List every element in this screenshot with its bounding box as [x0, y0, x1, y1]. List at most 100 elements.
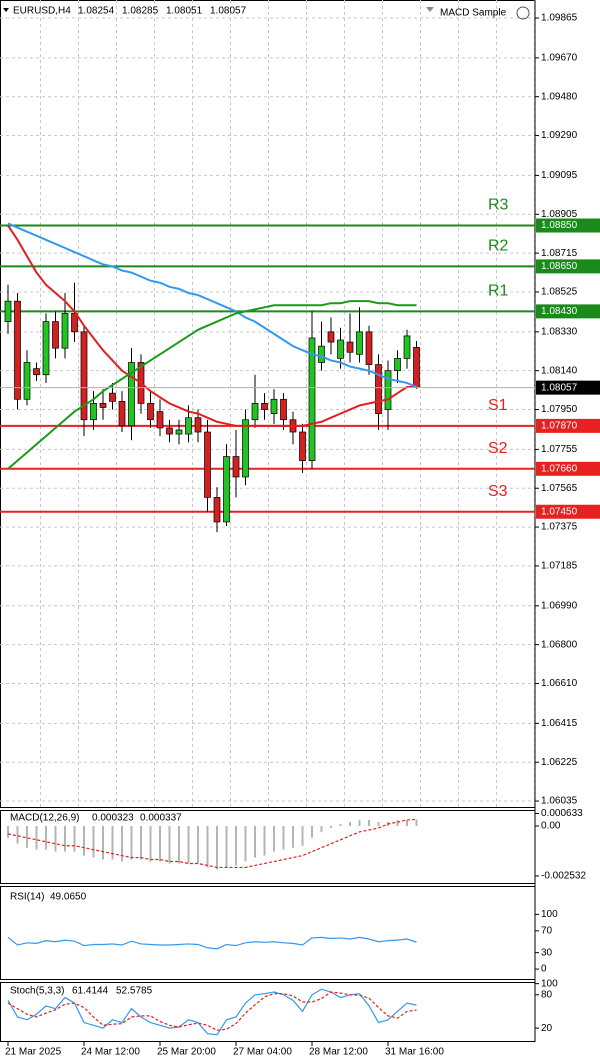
histogram-bar [368, 820, 370, 826]
level-name: S3 [488, 483, 508, 500]
candle-body [52, 321, 59, 349]
y-tick-label: 30 [541, 947, 553, 958]
y-tick-label: 1.06415 [541, 718, 578, 729]
y-tick-label: 80 [541, 989, 553, 1000]
y-tick-label: 1.06610 [541, 678, 578, 689]
histogram-bar [349, 822, 351, 826]
histogram-bar [235, 825, 237, 866]
candle-body [166, 427, 173, 435]
y-tick-label: 1.08715 [541, 248, 578, 259]
y-tick-label: 1.07375 [541, 522, 578, 533]
histogram-bar [168, 825, 171, 864]
histogram-bar [16, 825, 19, 844]
histogram-bar [292, 825, 294, 848]
histogram-bar [273, 825, 275, 852]
histogram-bar [111, 825, 114, 860]
histogram-bar [415, 819, 418, 826]
y-tick-label: 20 [541, 1023, 553, 1034]
candle-body [346, 341, 354, 353]
menu-arrow[interactable] [3, 8, 9, 12]
y-tick-label: 1.08525 [541, 287, 578, 298]
level-tag [536, 418, 600, 433]
histogram-bar [263, 825, 266, 856]
macd-value: 0.000323 [92, 813, 134, 824]
histogram-bar [216, 825, 218, 870]
candle-body [90, 403, 97, 421]
histogram-bar [358, 820, 361, 826]
y-tick-label: 1.09095 [541, 170, 578, 181]
x-tick-label: 28 Mar 12:00 [309, 1047, 368, 1058]
y-tick-label: 0 [541, 964, 547, 975]
candle-body [223, 456, 230, 523]
rsi-value: 49.0650 [50, 892, 87, 903]
high-value: 1.08285 [122, 6, 159, 17]
y-tick-label: 1.09290 [541, 130, 578, 141]
y-tick-label: 1.09670 [541, 53, 578, 64]
y-tick-label: -0.002532 [541, 871, 586, 882]
close-value: 1.08057 [210, 6, 247, 17]
histogram-bar [377, 822, 380, 826]
level-tag-label: 1.08430 [541, 306, 578, 317]
y-tick-label: 1.08140 [541, 365, 578, 376]
histogram-bar [140, 825, 142, 860]
level-name: R3 [488, 197, 509, 214]
candle-body [337, 339, 344, 359]
candle-body [318, 345, 325, 363]
candle-body [242, 419, 249, 478]
candle-body [99, 403, 107, 408]
level-tag [536, 461, 600, 476]
level-name: S2 [488, 440, 508, 457]
candle-body [175, 429, 183, 435]
macd-title: MACD(12,26,9) [10, 813, 79, 824]
indicator-line [7, 988, 417, 1036]
level-tag [536, 304, 600, 319]
histogram-bar [311, 825, 313, 838]
histogram-bar [225, 825, 228, 868]
y-tick-label: 1.07565 [541, 483, 578, 494]
candle-body [23, 362, 31, 400]
low-value: 1.08051 [166, 6, 203, 17]
expert-name: MACD Sample [440, 8, 507, 19]
candle-body [156, 411, 164, 429]
indicator-line [7, 936, 417, 950]
y-tick-label: 1.06225 [541, 757, 578, 768]
candle-body [270, 398, 278, 414]
candle-body [280, 398, 287, 421]
candle-body [299, 431, 306, 461]
current-price-tag [536, 380, 600, 395]
x-tick-label: 27 Mar 04:00 [233, 1047, 292, 1058]
histogram-bar [282, 825, 285, 850]
histogram-bar [121, 825, 123, 862]
candle-body [109, 392, 116, 402]
indicator-line [7, 300, 417, 470]
candle-body [365, 331, 373, 365]
level-tag [536, 504, 600, 519]
y-tick-label: 1.07950 [541, 404, 578, 415]
y-tick-label: 1.06990 [541, 600, 578, 611]
histogram-bar [197, 825, 199, 864]
level-tag-label: 1.07450 [541, 506, 578, 517]
histogram-bar [320, 825, 323, 832]
x-tick-label: 21 Mar 2025 [5, 1047, 62, 1058]
candle-body [194, 417, 202, 433]
level-tag-label: 1.08650 [541, 261, 578, 272]
candle-body [327, 331, 335, 343]
x-tick-label: 31 Mar 16:00 [385, 1047, 444, 1058]
histogram-bar [73, 825, 76, 852]
y-tick-label: 1.09865 [541, 13, 578, 24]
expert-icon[interactable] [516, 6, 530, 20]
histogram-bar [159, 825, 161, 862]
histogram-bar [206, 825, 209, 868]
candle-body [204, 431, 211, 498]
candle-body [356, 331, 363, 355]
y-tick-label: 70 [541, 925, 553, 936]
expert-arrow[interactable] [426, 7, 434, 12]
candle-body [251, 403, 259, 421]
candle-body [213, 497, 221, 523]
candle-body [128, 362, 135, 427]
histogram-bar [178, 825, 180, 864]
level-name: R2 [488, 238, 509, 255]
rsi-title: RSI(14) [10, 892, 44, 903]
